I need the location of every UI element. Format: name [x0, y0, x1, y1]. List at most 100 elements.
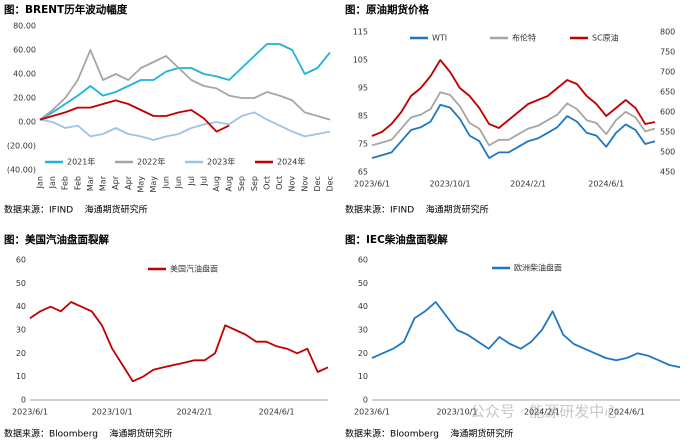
- x-tick-label: Apr: [111, 175, 120, 190]
- x-tick-label: 2024/2/1: [524, 408, 560, 417]
- x-tick-label: Dec: [326, 176, 335, 191]
- x-tick-label: Nov: [288, 176, 297, 192]
- y-tick-label: 95: [358, 84, 368, 93]
- x-tick-label: 2023/6/1: [354, 408, 390, 417]
- y-tick-label: 75: [358, 140, 368, 149]
- x-tick-label: Aug: [212, 176, 221, 192]
- x-tick-label: Jun: [162, 176, 171, 190]
- legend-label: 2023年: [207, 157, 235, 167]
- x-tick-label: Nov: [300, 176, 309, 192]
- chart-title: 图：IEC柴油盘面裂解: [345, 233, 448, 246]
- series-line: [371, 91, 656, 147]
- series-line: [371, 301, 681, 369]
- x-tick-label: Jun: [174, 176, 183, 190]
- series-line: [39, 111, 331, 141]
- x-tick-label: Feb: [73, 176, 82, 190]
- watermark: 公众号 · 能源研发中心: [470, 403, 619, 421]
- y-tick-label: 115: [353, 28, 368, 37]
- y-tick-label: 0.00: [18, 118, 36, 127]
- x-tick-label: Sep: [237, 176, 246, 191]
- y2-tick-label: 550: [660, 128, 675, 137]
- legend-label: 欧洲柴油盘面: [514, 263, 562, 273]
- y-tick-label: 30: [358, 326, 368, 335]
- y-tick-label: 0: [21, 396, 26, 405]
- legend-label: 2024年: [277, 157, 305, 167]
- series-line: [371, 59, 656, 137]
- chart-title: 图：BRENT历年波动幅度: [4, 3, 128, 16]
- source-note: 数据来源：Bloomberg 海通期货研究所: [345, 428, 513, 440]
- x-tick-label: May: [136, 176, 145, 193]
- y-tick-label: 40.00: [13, 70, 36, 79]
- y-tick-label: 50: [358, 279, 368, 288]
- y-tick-label: 50: [16, 279, 26, 288]
- x-tick-label: Jul: [187, 176, 196, 187]
- y-tick-label: 105: [353, 56, 368, 65]
- y-tick-label: 85: [358, 112, 368, 121]
- series-line: [39, 43, 331, 121]
- x-tick-label: 2024/6/1: [259, 408, 295, 417]
- legend-label: 2022年: [137, 157, 165, 167]
- y-tick-label: 65: [358, 168, 368, 177]
- y2-tick-label: 600: [660, 108, 675, 117]
- x-tick-label: Jul: [199, 176, 208, 187]
- y2-tick-label: 500: [660, 148, 675, 157]
- x-tick-label: Jan: [36, 176, 45, 189]
- y2-tick-label: 450: [660, 168, 675, 177]
- x-tick-label: 2023/6/1: [12, 408, 48, 417]
- x-tick-label: 2023/10/1: [430, 180, 471, 189]
- x-tick-label: 2023/10/1: [92, 408, 133, 417]
- y-tick-label: (40.00): [7, 166, 36, 175]
- source-note: 数据来源：IFIND 海通期货研究所: [345, 204, 489, 216]
- y2-tick-label: 800: [660, 28, 675, 37]
- legend-label: 2021年: [67, 157, 95, 167]
- series-line: [371, 103, 656, 159]
- y-tick-label: 20: [358, 349, 368, 358]
- y-tick-label: 20.00: [13, 94, 36, 103]
- x-tick-label: Aug: [225, 176, 234, 192]
- y-tick-label: 40: [16, 302, 26, 311]
- y2-tick-label: 650: [660, 88, 675, 97]
- legend-label: 美国汽油盘面: [170, 264, 218, 274]
- y-tick-label: 0: [363, 396, 368, 405]
- x-tick-label: Dec: [313, 176, 322, 191]
- series-line: [39, 99, 230, 133]
- legend-label: 布伦特: [512, 33, 536, 43]
- x-tick-label: 2024/2/1: [510, 180, 546, 189]
- x-tick-label: May: [149, 176, 158, 193]
- x-tick-label: 2023/10/1: [436, 408, 477, 417]
- x-tick-label: 2024/2/1: [176, 408, 212, 417]
- x-tick-label: 2024/6/1: [588, 180, 624, 189]
- chart-title: 图：原油期货价格: [345, 3, 429, 16]
- y-tick-label: (20.00): [7, 142, 36, 151]
- y-tick-label: 30: [16, 326, 26, 335]
- x-tick-label: Apr: [124, 175, 133, 190]
- x-tick-label: 2024/6/1: [609, 408, 645, 417]
- y-tick-label: 40: [358, 302, 368, 311]
- y-tick-label: 10: [16, 372, 26, 381]
- series-line: [39, 49, 331, 121]
- y-tick-label: 60: [358, 256, 368, 265]
- x-tick-label: Feb: [61, 176, 70, 190]
- y-tick-label: 20: [16, 349, 26, 358]
- x-tick-label: Oct: [275, 176, 284, 190]
- x-tick-label: Mar: [99, 175, 108, 191]
- y2-tick-label: 750: [660, 48, 675, 57]
- x-tick-label: Oct: [262, 176, 271, 190]
- y2-tick-label: 700: [660, 68, 675, 77]
- y-tick-label: 60.00: [13, 46, 36, 55]
- y-tick-label: 60: [16, 256, 26, 265]
- source-note: 数据来源：IFIND 海通期货研究所: [4, 204, 148, 216]
- source-note: 数据来源：Bloomberg 海通期货研究所: [4, 428, 172, 440]
- x-tick-label: Mar: [86, 175, 95, 191]
- legend-label: WTI: [432, 34, 447, 43]
- series-line: [29, 301, 329, 383]
- x-tick-label: 2023/6/1: [354, 180, 390, 189]
- y-tick-label: 80.00: [13, 22, 36, 31]
- x-tick-label: Jan: [48, 176, 57, 189]
- x-tick-label: Sep: [250, 176, 259, 191]
- legend-label: SC原油: [592, 33, 619, 43]
- chart-title: 图：美国汽油盘面裂解: [4, 233, 109, 246]
- y-tick-label: 10: [358, 372, 368, 381]
